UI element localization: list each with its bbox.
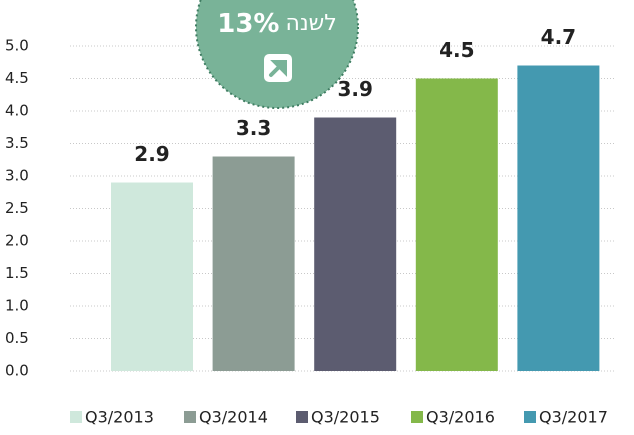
legend-swatch — [524, 411, 536, 423]
value-label: 2.9 — [134, 142, 169, 166]
y-tick-label: 0.5 — [5, 329, 29, 347]
y-tick-label: 0.0 — [5, 362, 29, 380]
legend-label: Q3/2016 — [426, 408, 495, 427]
y-tick-label: 3.0 — [5, 167, 29, 185]
bar — [111, 182, 193, 371]
value-label: 3.9 — [337, 77, 372, 101]
badge-label: לשנה — [285, 11, 336, 36]
legend-label: Q3/2014 — [199, 408, 268, 427]
legend-swatch — [70, 411, 82, 423]
y-tick-label: 2.5 — [5, 199, 29, 217]
y-tick-label: 2.0 — [5, 232, 29, 250]
value-label: 4.5 — [439, 38, 474, 62]
legend-swatch — [296, 411, 308, 423]
y-tick-label: 4.5 — [5, 69, 29, 87]
y-tick-label: 4.0 — [5, 102, 29, 120]
legend-label: Q3/2015 — [311, 408, 380, 427]
bar — [212, 156, 295, 371]
bar — [415, 78, 498, 371]
value-label: 3.3 — [236, 116, 271, 140]
badge-value: 13% — [217, 9, 279, 39]
legend-label: Q3/2013 — [85, 408, 154, 427]
value-label: 4.7 — [541, 25, 576, 49]
legend-swatch — [411, 411, 423, 423]
badge-circle — [195, 0, 359, 109]
y-tick-label: 1.5 — [5, 264, 29, 282]
legend-swatch — [184, 411, 196, 423]
arrow-icon — [269, 60, 287, 77]
bar — [314, 117, 397, 371]
y-tick-label: 1.0 — [5, 297, 29, 315]
legend-label: Q3/2017 — [539, 408, 608, 427]
badge-text: 13% לשנה — [217, 9, 337, 39]
bar — [517, 65, 600, 371]
y-tick-label: 3.5 — [5, 134, 29, 152]
bars: 2.9 3.3 3.9 4.5 4.7 Q3/2013 Q3/2014 Q3/2015 Q3/2… — [70, 25, 608, 427]
annotation-badge: 13% לשנה — [195, 0, 359, 109]
y-tick-label: 5.0 — [5, 37, 29, 55]
